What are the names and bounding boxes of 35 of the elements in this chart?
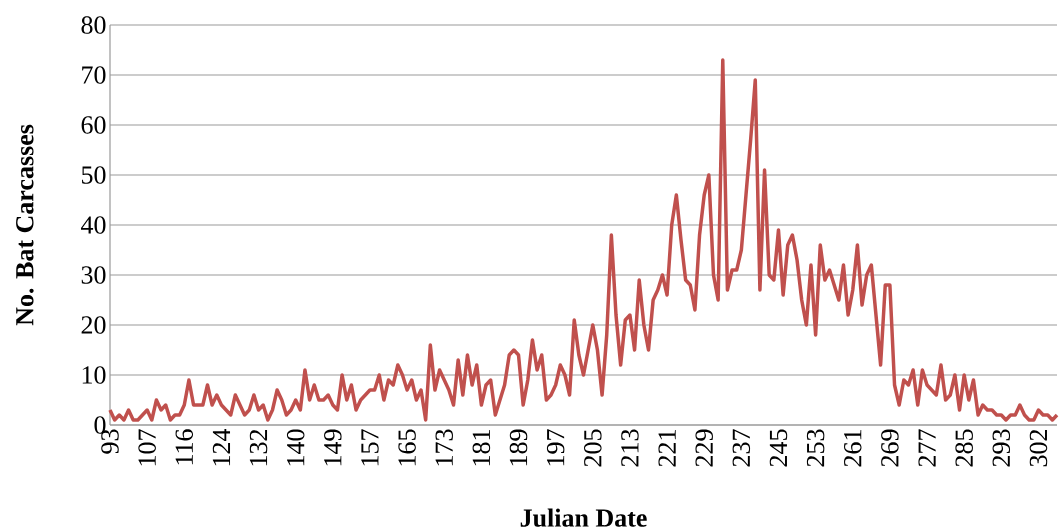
- y-tick-label: 30: [81, 266, 106, 284]
- y-tick-label: 40: [81, 216, 106, 234]
- x-tick-label: 245: [769, 429, 788, 467]
- x-tick-label: 293: [992, 429, 1011, 467]
- x-tick-label: 157: [361, 429, 379, 466]
- x-tick-label: 221: [658, 430, 676, 467]
- x-tick-label: 205: [584, 429, 602, 467]
- x-tick-label: 269: [881, 429, 899, 467]
- x-tick-label: 285: [955, 429, 973, 467]
- y-tick-label: 70: [82, 66, 106, 84]
- x-tick-label: 277: [918, 429, 936, 467]
- x-tick-label: 124: [212, 428, 231, 466]
- y-tick-label: 60: [81, 116, 106, 134]
- x-tick-label: 149: [324, 429, 342, 466]
- y-tick-label: 20: [81, 316, 106, 334]
- x-tick-label: 165: [398, 429, 416, 466]
- y-tick-label: 80: [81, 16, 106, 34]
- x-tick-label: 132: [249, 429, 268, 466]
- x-tick-label: 140: [286, 429, 305, 466]
- x-tick-label: 229: [695, 429, 713, 467]
- x-tick-label: 237: [732, 429, 751, 467]
- y-axis-title: No. Bat Carcasses: [16, 124, 34, 326]
- x-tick-label: 253: [806, 429, 825, 467]
- x-tick-label: 173: [435, 429, 453, 466]
- x-tick-label: 197: [546, 429, 565, 466]
- x-tick-label: 302: [1029, 429, 1048, 467]
- x-tick-label: 107: [138, 429, 156, 466]
- x-tick-label: 261: [844, 430, 862, 467]
- x-tick-label: 213: [621, 429, 639, 467]
- y-tick-label: 50: [82, 166, 106, 184]
- x-tick-label: 116: [175, 429, 194, 465]
- x-tick-label: 189: [509, 429, 528, 466]
- y-tick-label: 10: [82, 366, 106, 384]
- x-tick-label: 181: [472, 430, 491, 466]
- x-axis-title: Julian Date: [520, 508, 647, 527]
